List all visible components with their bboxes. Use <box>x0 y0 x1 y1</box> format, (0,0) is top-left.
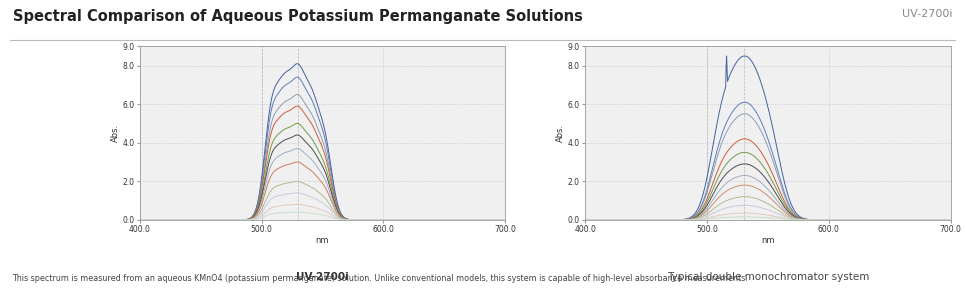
X-axis label: nm: nm <box>761 236 775 245</box>
Text: UV-2700i: UV-2700i <box>902 9 952 19</box>
Text: This spectrum is measured from an aqueous KMnO4 (potassium permanganate) solutio: This spectrum is measured from an aqueou… <box>13 274 748 283</box>
Text: Spectral Comparison of Aqueous Potassium Permanganate Solutions: Spectral Comparison of Aqueous Potassium… <box>13 9 583 24</box>
X-axis label: nm: nm <box>316 236 329 245</box>
Y-axis label: Abs.: Abs. <box>110 124 120 142</box>
Y-axis label: Abs.: Abs. <box>556 124 565 142</box>
Text: Typical double monochromator system: Typical double monochromator system <box>667 272 869 282</box>
Text: UV-2700i: UV-2700i <box>296 272 349 282</box>
